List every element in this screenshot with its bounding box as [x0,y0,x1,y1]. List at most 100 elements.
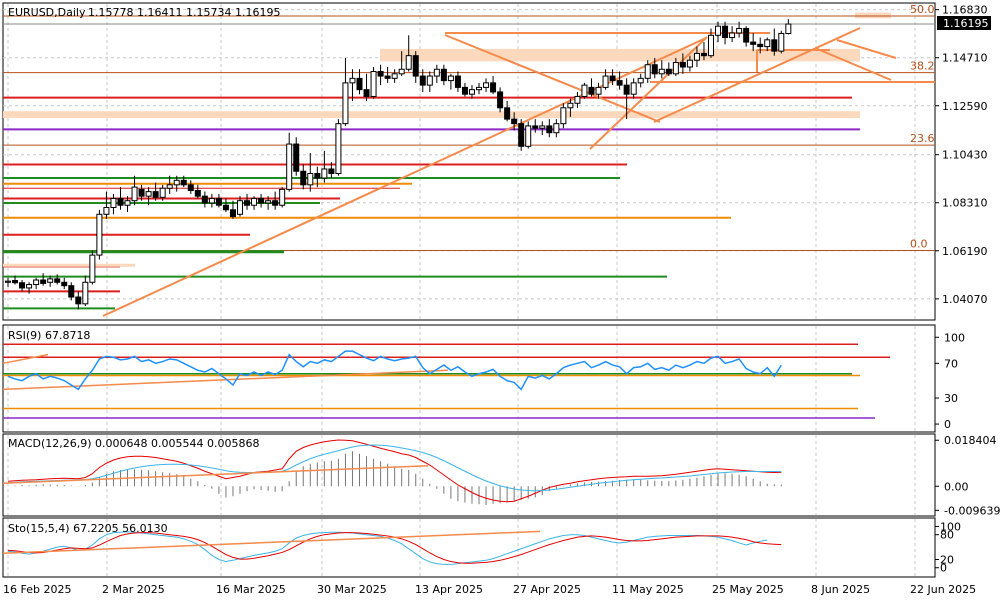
x-tick-label: 2 Mar 2025 [102,583,165,596]
candle-body [173,179,180,186]
candle-body [370,71,377,97]
candle-body [546,125,553,134]
candle-body [630,82,637,95]
rsi-panel-frame [2,324,936,433]
candle-body [103,207,110,215]
price-tick-label: 1.10430 [942,149,988,162]
current-price-label: 1.16195 [943,17,989,30]
candle-body [588,86,595,95]
candle-body [658,68,665,75]
candle-body [61,281,68,287]
candle-body [468,89,475,95]
price-tick-label: 1.08310 [942,197,988,210]
fib-level-label: 38.2 [910,60,935,73]
macd-layer [2,439,939,511]
candle-body [356,77,363,91]
candle-body [637,77,644,84]
candle-body [581,84,588,97]
sto-tick-label: 80 [940,529,954,542]
candle-body [229,209,236,218]
candle-body [166,184,173,189]
grid [3,4,939,576]
candle-body [328,168,335,175]
candle-body [398,68,405,75]
x-tick-label: 8 Jun 2025 [811,583,870,596]
rsi-line [7,350,782,391]
x-tick-label: 25 May 2025 [712,583,784,596]
fib-level-label: 0.0 [910,238,928,251]
candle-body [764,39,771,48]
fib-level-label: 50.0 [910,3,935,16]
candle-body [405,55,412,70]
candle-body [54,278,61,283]
candle-body [117,197,124,206]
x-tick-label: 22 Jun 2025 [910,583,976,596]
trendline [814,47,892,81]
macd-tick-label: 0.018404 [944,434,997,447]
sto-trendline [2,530,541,555]
rsi-layer [2,336,939,425]
sto-tick-label: 20 [940,553,954,566]
x-tick-label: 30 Mar 2025 [317,583,387,596]
x-tick-label: 16 Mar 2025 [216,583,286,596]
candle-body [33,279,40,286]
candle-body [251,197,258,206]
candle-body [377,71,384,77]
fib-zone [855,12,891,19]
candle-body [215,197,222,206]
candle-body [708,34,714,57]
rsi-trendline [2,353,49,365]
candle-body [778,32,785,52]
candle-body [236,200,243,215]
candle-body [447,75,454,82]
candle-body [525,125,532,147]
candle-body [595,86,602,95]
axis-labels: 16 Feb 2025 2 Mar 2025 16 Mar 2025 30 Mar 2… [3,3,1000,596]
x-tick-label: 16 Feb 2025 [3,583,71,596]
candle-body [152,191,159,198]
candle-body [391,73,398,79]
candle-body [602,75,609,88]
trendline [836,39,897,59]
candle-body [124,200,131,206]
candle-body [518,123,525,147]
candle-body [771,39,778,52]
candle-body [75,296,82,305]
candle-body [722,25,729,39]
candle-body [560,107,567,125]
price-tick-label: 1.04070 [942,293,988,306]
candle-body [145,191,152,197]
candle-body [715,25,722,36]
current-price-box [937,16,991,30]
candle-body [693,52,700,61]
candle-body [222,204,229,211]
macd-signal-line [7,444,782,492]
macd-title: MACD(12,26,9) 0.000648 0.005544 0.005868 [8,437,260,450]
macd-panel-frame [2,433,936,517]
candle-body [363,89,370,97]
candle-body [68,285,75,298]
sto-tick-label: 0 [940,562,947,575]
price-tick-label: 1.12590 [942,100,988,113]
candle-body [433,68,440,77]
candle-body [736,27,743,34]
candle-body [272,200,279,206]
candle-body [265,200,272,204]
candle-body [5,280,11,283]
candle-body [644,64,651,79]
candle-body [307,173,314,186]
candle-body [426,75,433,86]
candle-body [194,190,201,197]
candle-body [743,27,750,43]
candle-body [180,179,187,186]
candle-body [96,213,103,256]
candle-body [750,41,757,45]
candle-body [26,284,33,289]
candle-body [244,200,251,206]
candle-body [686,59,693,68]
price-tick-label: 1.14710 [942,52,988,65]
candle-body [258,197,265,204]
fib-level-label: 23.6 [910,132,935,145]
